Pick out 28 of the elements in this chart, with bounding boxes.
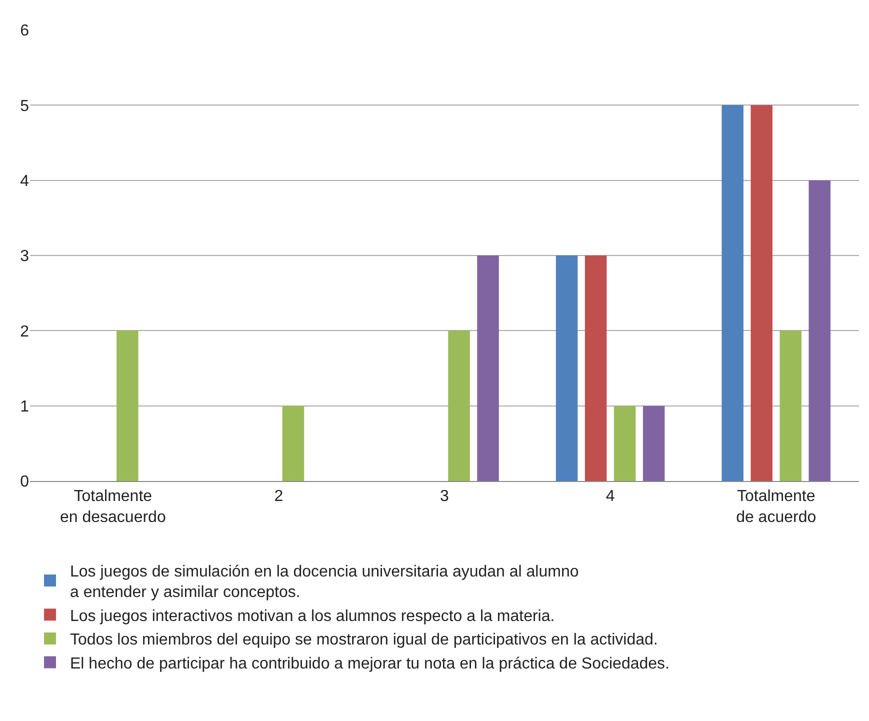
legend-label: Los juegos de simulación en la docencia universitaria ayudan al alumno a entender y asimilar conceptos. [70, 563, 579, 602]
x-tick-label: 4 [606, 488, 615, 506]
legend-label: El hecho de participar ha contribuido a mejorar tu nota en la práctica de Sociedades. [70, 656, 670, 672]
bar [722, 105, 744, 481]
bar [750, 105, 772, 481]
x-tick-label: 3 [440, 488, 450, 506]
x-tick-label: Totalmente en desacuerdo [60, 488, 166, 526]
y-tick-label: 6 [20, 22, 30, 40]
bar [477, 256, 499, 481]
bar [116, 330, 138, 481]
x-tick-label: Totalmente de acuerdo [736, 488, 816, 526]
legend-label: Los juegos interactivos motivan a los alumnos respecto a la materia. [70, 608, 555, 625]
y-tick-label: 1 [20, 398, 30, 416]
y-tick-label: 2 [20, 323, 30, 340]
bar [584, 256, 607, 481]
legend-label: Todos los miembros del equipo se mostraron igual de participativos en la actividad. [70, 632, 658, 649]
bar [556, 256, 578, 481]
y-tick-label: 3 [20, 248, 30, 266]
bar [808, 180, 830, 481]
bar [282, 406, 304, 481]
x-tick-label: 2 [274, 488, 284, 506]
bar [780, 330, 802, 481]
y-tick-label: 4 [20, 172, 30, 190]
y-tick-label: 0 [20, 474, 30, 491]
bar [614, 406, 636, 481]
y-tick-label: 5 [20, 98, 30, 115]
bar [448, 330, 470, 481]
bar [642, 406, 665, 481]
